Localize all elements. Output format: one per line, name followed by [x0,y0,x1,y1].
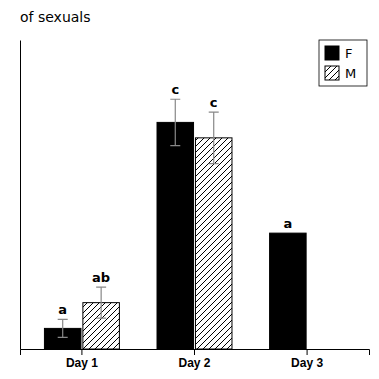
bar [157,122,194,349]
tick: Day 2 [178,349,210,370]
legend-item: M [325,66,356,81]
bar [308,349,345,350]
error-bar [170,99,180,145]
error-bar [209,112,219,164]
legend: FM [319,40,367,86]
error-bar [96,287,106,318]
labels: a c a ab c [58,82,292,317]
legend-box [319,40,367,86]
tick-label: Day 1 [66,356,98,370]
legend-swatch [325,46,339,60]
y-axis [20,41,21,350]
bar [195,138,232,349]
bars [44,99,306,349]
y-axis-line [20,41,21,350]
data-label: c [210,95,218,110]
data-label: c [171,82,179,97]
error-bar [58,319,68,337]
legend-label: F [345,46,352,61]
legend-swatch [325,66,339,80]
tick-label: Day 3 [291,356,323,370]
tick-mark [307,349,308,355]
chart: acaabcDay 1Day 2Day 3FMof sexuals [0,0,379,379]
data-label: a [58,302,67,317]
data-label: a [283,216,292,231]
x-axis-line [21,350,370,356]
plot: a c a ab c Day 1 Day 2 Day 3 FM [21,40,370,370]
bar [270,233,307,349]
tick: Day 3 [291,349,323,370]
x-axis: Day 1 Day 2 Day 3 [21,349,370,370]
tick: Day 1 [66,349,98,370]
title: of sexuals [20,9,91,25]
data-label: ab [92,270,110,285]
legend-label: M [345,66,356,81]
legend-item: F [325,46,352,61]
tick-mark [194,349,195,355]
tick-mark [81,349,82,355]
tick-label: Day 2 [178,356,210,370]
